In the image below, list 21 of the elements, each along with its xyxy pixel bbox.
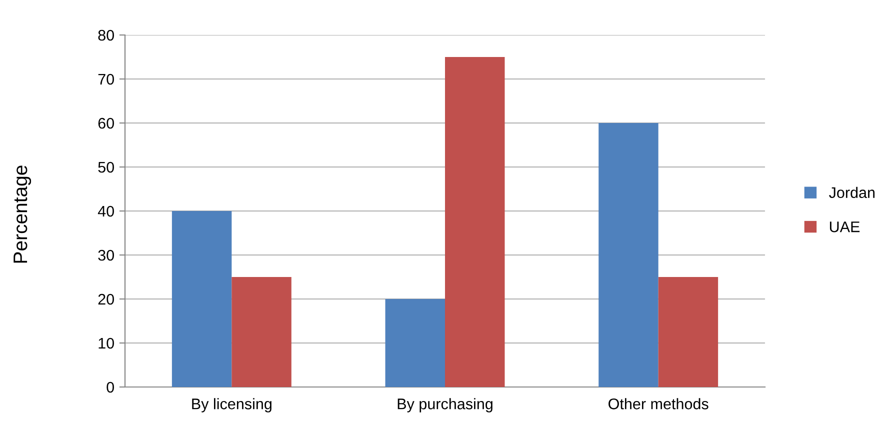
- bar: [385, 299, 445, 387]
- y-tick-label: 80: [98, 30, 114, 41]
- y-tick-label: 50: [98, 162, 114, 173]
- y-tick-label: 40: [98, 206, 114, 217]
- y-tick-label: 20: [98, 294, 114, 305]
- bar: [232, 277, 292, 387]
- y-tick-label: 0: [106, 382, 114, 393]
- x-tick-label: By purchasing: [398, 398, 492, 412]
- y-tick-label: 10: [98, 338, 114, 349]
- bar: [658, 277, 718, 387]
- y-axis-title: Percentage: [14, 166, 32, 263]
- bar: [445, 57, 505, 387]
- bar: [172, 211, 232, 387]
- y-tick-label: 70: [98, 74, 114, 85]
- legend-label: Jordan: [829, 186, 875, 198]
- x-tick-label: Other methods: [608, 398, 708, 410]
- bar: [598, 123, 658, 387]
- y-tick-label: 60: [98, 118, 114, 129]
- legend-label: UAE: [830, 222, 860, 232]
- y-tick-label: 30: [98, 250, 114, 261]
- x-tick-label: By licensing: [192, 398, 272, 412]
